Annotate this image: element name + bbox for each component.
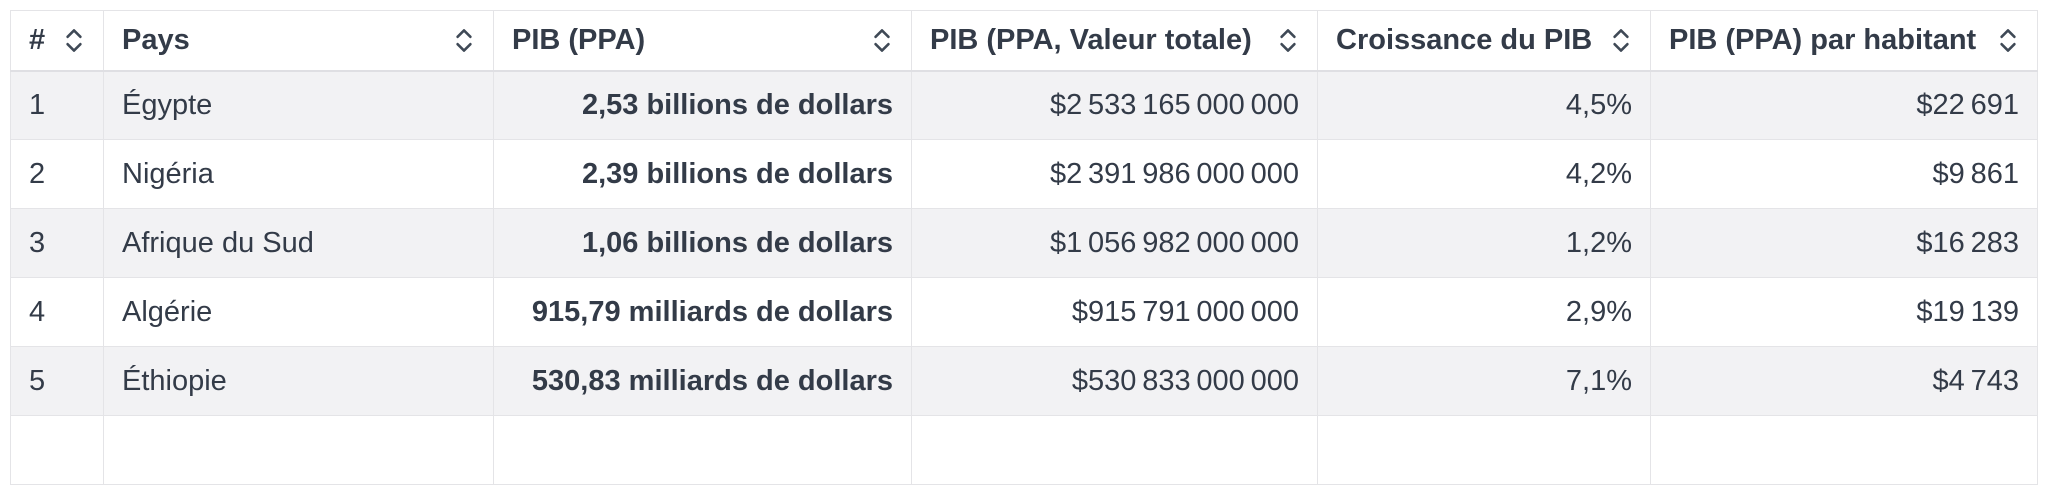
cell-growth: 1,2% [1317, 208, 1651, 278]
cell-per-capita: $16 283 [1650, 208, 2038, 278]
cell-per-capita: $19 139 [1650, 277, 2038, 347]
column-header-label: PIB (PPA) [512, 23, 646, 56]
cell-rank: 2 [10, 139, 104, 209]
cell-per-capita: $9 861 [1650, 139, 2038, 209]
cell-rank: 4 [10, 277, 104, 347]
column-header-country[interactable]: Pays [103, 10, 494, 72]
column-header-label: PIB (PPA, Valeur totale) [930, 23, 1252, 56]
cell-pib-ppa: 530,83 milliards de dollars [493, 346, 912, 416]
cell-growth: 7,1% [1317, 346, 1651, 416]
cell-pib-total: $2 391 986 000 000 [911, 139, 1318, 209]
column-header-rank[interactable]: # [10, 10, 104, 72]
column-header-label: Croissance du PIB [1336, 23, 1593, 56]
cell-growth: 4,2% [1317, 139, 1651, 209]
table-body: 1 Égypte 2,53 billions de dollars $2 533… [10, 70, 2038, 485]
table-row: 1 Égypte 2,53 billions de dollars $2 533… [10, 70, 2038, 140]
cell-country: Afrique du Sud [103, 208, 494, 278]
column-header-pib-total[interactable]: PIB (PPA, Valeur totale) [911, 10, 1318, 72]
cell-country: Éthiopie [103, 346, 494, 416]
cell-country: Égypte [103, 70, 494, 140]
cell-growth: 2,9% [1317, 277, 1651, 347]
table-row: 2 Nigéria 2,39 billions de dollars $2 39… [10, 139, 2038, 209]
cell-pib-total [911, 415, 1318, 485]
cell-pib-ppa: 2,53 billions de dollars [493, 70, 912, 140]
cell-pib-total: $2 533 165 000 000 [911, 70, 1318, 140]
table-row: 4 Algérie 915,79 milliards de dollars $9… [10, 277, 2038, 347]
cell-pib-ppa: 915,79 milliards de dollars [493, 277, 912, 347]
cell-country: Algérie [103, 277, 494, 347]
cell-pib-total: $1 056 982 000 000 [911, 208, 1318, 278]
gdp-table: # Pays PIB (PPA) [10, 10, 2038, 485]
cell-pib-total: $530 833 000 000 [911, 346, 1318, 416]
cell-growth: 4,5% [1317, 70, 1651, 140]
cell-country: Nigéria [103, 139, 494, 209]
gdp-table-container: # Pays PIB (PPA) [10, 10, 2038, 485]
cell-rank: 5 [10, 346, 104, 416]
cell-pib-total: $915 791 000 000 [911, 277, 1318, 347]
column-header-growth[interactable]: Croissance du PIB [1317, 10, 1651, 72]
table-row: 5 Éthiopie 530,83 milliards de dollars $… [10, 346, 2038, 416]
table-row-partial [10, 415, 2038, 485]
cell-per-capita: $4 743 [1650, 346, 2038, 416]
sort-chevrons-up-down-icon[interactable] [1277, 26, 1299, 55]
column-header-label: Pays [122, 23, 190, 56]
cell-rank: 1 [10, 70, 104, 140]
cell-pib-ppa: 1,06 billions de dollars [493, 208, 912, 278]
header-row: # Pays PIB (PPA) [10, 10, 2038, 72]
sort-chevrons-up-down-icon[interactable] [1610, 26, 1632, 55]
cell-rank [10, 415, 104, 485]
sort-chevrons-up-down-icon[interactable] [63, 26, 85, 55]
column-header-per-capita[interactable]: PIB (PPA) par habitant [1650, 10, 2038, 72]
column-header-label: PIB (PPA) par habitant [1669, 23, 1977, 56]
column-header-label: # [29, 23, 46, 56]
cell-pib-ppa [493, 415, 912, 485]
column-header-pib-ppa[interactable]: PIB (PPA) [493, 10, 912, 72]
cell-pib-ppa: 2,39 billions de dollars [493, 139, 912, 209]
sort-chevrons-up-down-icon[interactable] [871, 26, 893, 55]
cell-per-capita [1650, 415, 2038, 485]
cell-rank: 3 [10, 208, 104, 278]
sort-chevrons-up-down-icon[interactable] [1997, 26, 2019, 55]
cell-country [103, 415, 494, 485]
sort-chevrons-up-down-icon[interactable] [453, 26, 475, 55]
cell-growth [1317, 415, 1651, 485]
table-row: 3 Afrique du Sud 1,06 billions de dollar… [10, 208, 2038, 278]
cell-per-capita: $22 691 [1650, 70, 2038, 140]
table-header: # Pays PIB (PPA) [10, 10, 2038, 72]
